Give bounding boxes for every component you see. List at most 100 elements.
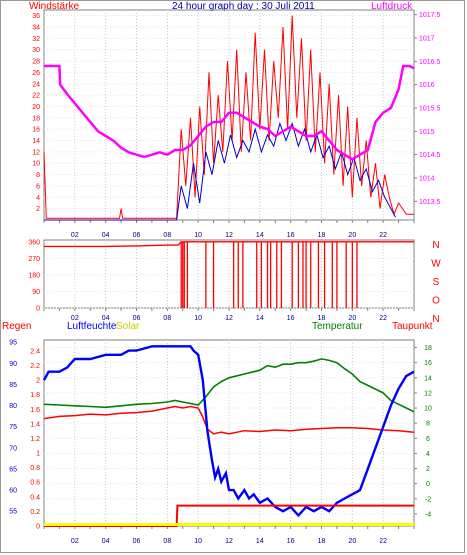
direction-panel-x-label: 12	[225, 315, 233, 322]
climate-panel-x-label: 12	[225, 538, 233, 545]
pressure-axis-title: Luftdruck	[371, 1, 413, 12]
direction-compass-label: W	[431, 259, 441, 270]
climate-taupunkt-line	[43, 405, 415, 435]
humidity-y-tick: 60	[9, 488, 17, 495]
temp-y-tick: 0	[426, 481, 430, 488]
humidity-y-tick: 95	[9, 340, 17, 347]
direction-panel-x-label: 18	[318, 315, 326, 322]
humidity-legend-label: Luftfeuchte	[67, 321, 117, 332]
climate-panel-x-label: 14	[256, 538, 264, 545]
climate-luftfeuchte-line	[42, 345, 415, 518]
rain-y-tick: 1.4	[30, 421, 40, 428]
wind-axis-title: Windstärke	[29, 1, 80, 12]
temp-y-tick: 8	[426, 421, 430, 428]
direction-line	[44, 241, 414, 248]
wind-y-tick: 28	[32, 59, 40, 66]
humidity-y-tick: 65	[9, 466, 17, 473]
wind-panel-x-label: 06	[133, 232, 141, 239]
temp-y-tick: 12	[424, 390, 432, 397]
wind-panel-x-label: 12	[225, 232, 233, 239]
rain-y-tick: 0	[36, 524, 40, 531]
wind-y-tick: 16	[32, 127, 40, 134]
rain-y-tick: 0.4	[30, 494, 40, 501]
direction-panel-x-label: 04	[102, 315, 110, 322]
pressure-y-tick: 1016	[419, 82, 435, 89]
humidity-y-tick: 80	[9, 403, 17, 410]
wind-y-tick: 36	[32, 13, 40, 20]
wind-panel-x-label: 16	[287, 232, 295, 239]
direction-compass-label: N	[432, 240, 439, 251]
humidity-y-tick: 90	[9, 361, 17, 368]
rain-y-tick: 1.6	[30, 407, 40, 414]
temp-y-tick: 6	[426, 436, 430, 443]
temp-y-tick: 16	[424, 360, 432, 367]
wind-y-tick: 12	[32, 149, 40, 156]
climate-panel-x-label: 18	[318, 538, 326, 545]
direction-panel-x-label: 16	[287, 315, 295, 322]
direction-panel-x-label: 22	[379, 315, 387, 322]
wind-y-tick: 20	[32, 104, 40, 111]
wind-y-tick: 30	[32, 47, 40, 54]
temp-y-tick: 10	[424, 406, 432, 413]
climate-temperatur-line	[43, 358, 415, 413]
humidity-y-tick: 55	[9, 509, 17, 516]
direction-compass-label: S	[433, 277, 440, 288]
solar-legend-label: Solar	[116, 321, 140, 332]
wind-y-tick: 14	[32, 138, 40, 145]
direction-y-tick: 360	[28, 239, 40, 246]
rain-y-tick: 0.8	[30, 465, 40, 472]
wind-y-tick: 24	[32, 81, 40, 88]
dewpoint-legend-label: Taupunkt	[392, 321, 433, 332]
direction-panel-x-label: 08	[163, 315, 171, 322]
direction-y-tick: 270	[28, 256, 40, 263]
wind-y-tick: 2	[36, 206, 40, 213]
rain-y-tick: 2	[36, 378, 40, 385]
wind-y-tick: 32	[32, 36, 40, 43]
wind-panel-x-label: 10	[194, 232, 202, 239]
wind-y-tick: 6	[36, 183, 40, 190]
climate-panel-x-label: 02	[71, 538, 79, 545]
rain-y-tick: 1	[36, 451, 40, 458]
climate-panel-x-label: 06	[133, 538, 141, 545]
climate-panel-x-label: 22	[379, 538, 387, 545]
pressure-y-tick: 1015.5	[419, 106, 441, 113]
direction-compass-label: N	[432, 314, 439, 325]
wind-y-tick: 18	[32, 115, 40, 122]
wind-panel-x-label: 04	[102, 232, 110, 239]
wind-y-tick: 26	[32, 70, 40, 77]
rain-y-tick: 1.8	[30, 392, 40, 399]
wind-panel-x-label: 14	[256, 232, 264, 239]
direction-panel-x-label: 02	[71, 315, 79, 322]
temp-y-tick: 14	[424, 375, 432, 382]
humidity-y-tick: 75	[9, 424, 17, 431]
direction-y-tick: 180	[28, 272, 40, 279]
wind-y-tick: 4	[36, 195, 40, 202]
direction-compass-label: O	[432, 296, 440, 307]
direction-y-tick: 0	[36, 306, 40, 313]
pressure-line	[44, 64, 415, 161]
climate-panel-x-label: 16	[287, 538, 295, 545]
pressure-y-tick: 1014.5	[419, 152, 441, 159]
chart-title: 24 hour graph day : 30 Juli 2011	[172, 1, 315, 12]
pressure-y-tick: 1015	[419, 129, 435, 136]
humidity-y-tick: 70	[9, 445, 17, 452]
temp-y-tick: -4	[425, 511, 431, 518]
rain-y-tick: 2.2	[30, 363, 40, 370]
humidity-y-tick: 85	[9, 382, 17, 389]
pressure-y-tick: 1016.5	[419, 59, 441, 66]
wind-y-tick: 22	[32, 93, 40, 100]
wind-y-tick: 8	[36, 172, 40, 179]
temperature-legend-label: Temperatur	[312, 321, 363, 332]
rain-y-tick: 1.2	[30, 436, 40, 443]
wind-panel-x-label: 22	[379, 232, 387, 239]
wind-gust-line	[43, 15, 414, 219]
climate-panel-x-label: 04	[102, 538, 110, 545]
temp-y-tick: 2	[426, 466, 430, 473]
wind-panel-x-label: 08	[163, 232, 171, 239]
direction-panel-x-label: 14	[256, 315, 264, 322]
rain-y-tick: 0.6	[30, 480, 40, 487]
pressure-y-tick: 1017	[419, 36, 435, 43]
temp-y-tick: -2	[425, 496, 431, 503]
